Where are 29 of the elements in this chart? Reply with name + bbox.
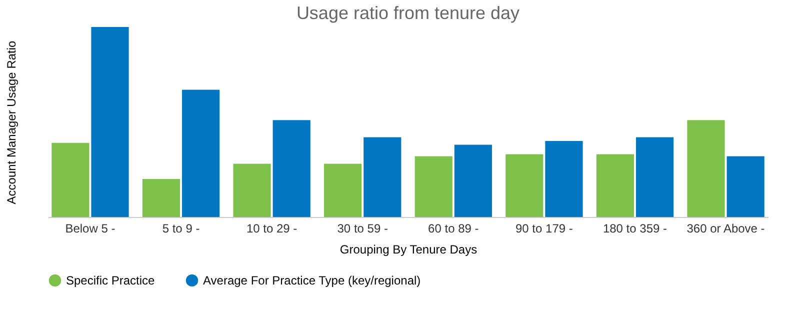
bar [687,120,725,217]
bar [596,154,634,217]
x-tick-label: 180 to 359 - [602,222,668,236]
bar [506,154,544,217]
x-tick-label: 30 to 59 - [337,222,388,236]
bar [414,156,452,217]
bar [726,156,764,217]
x-tick-label: 60 to 89 - [428,222,479,236]
y-axis-title: Account Manager Usage Ratio [4,40,18,204]
x-tick-label: Below 5 - [65,222,116,236]
x-tick-label: 10 to 29 - [246,222,298,236]
x-tick-label: 5 to 9 - [162,222,200,236]
x-tick-label: 360 or Above - [686,222,765,236]
legend-label: Specific Practice [66,273,156,288]
bar [364,137,402,217]
x-tick-label: 90 to 179 - [516,222,573,236]
bar [636,137,674,217]
legend-label: Average For Practice Type (key/regional) [203,273,421,288]
bar [545,141,583,217]
bar [272,120,310,217]
chart-title: Usage ratio from tenure day [296,3,520,23]
bar [454,144,492,217]
bar [233,164,271,217]
x-axis-title: Grouping By Tenure Days [340,242,478,256]
bar [91,27,129,217]
bar [182,90,220,217]
bar [52,142,90,217]
bar [324,164,362,217]
bar [142,179,180,217]
